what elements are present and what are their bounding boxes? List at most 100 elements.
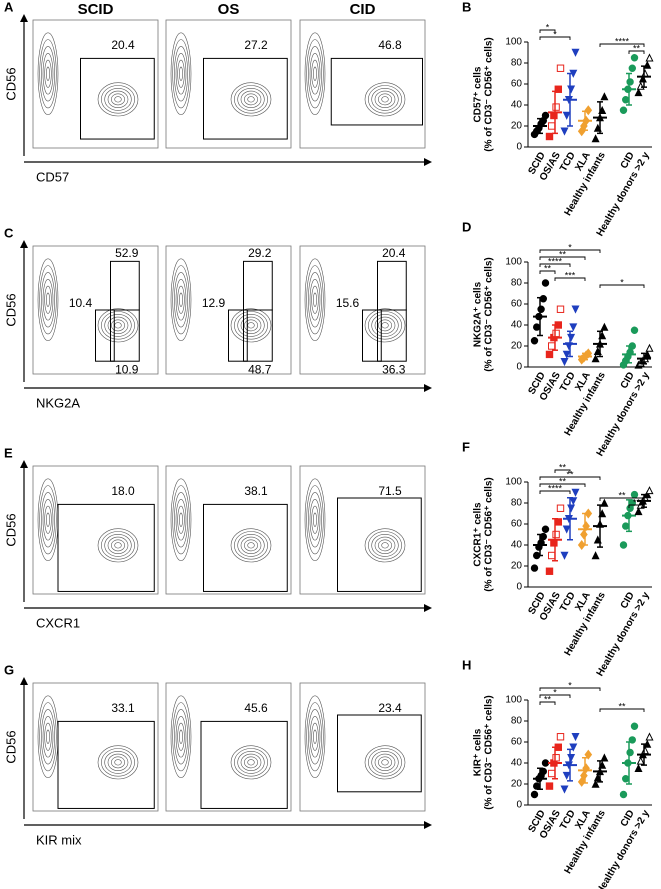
data-point	[634, 88, 643, 97]
data-point	[556, 64, 565, 72]
data-point	[622, 775, 630, 783]
contour	[101, 85, 135, 114]
gate	[330, 57, 423, 126]
contour	[237, 87, 265, 111]
column-header: CID	[350, 1, 376, 18]
panel-letter: E	[4, 445, 13, 460]
contour	[44, 59, 52, 88]
gate	[228, 309, 248, 362]
data-point	[636, 756, 645, 765]
arrow-head	[424, 821, 432, 829]
contour	[306, 702, 324, 772]
arrow-head	[20, 14, 28, 22]
data-point	[591, 134, 600, 143]
data-point	[541, 111, 550, 120]
y-axis-label: (% of CD3⁻ CD56⁺ cells)	[484, 37, 495, 151]
contour	[170, 32, 192, 116]
contour	[107, 753, 129, 771]
contour	[304, 32, 326, 116]
significance-label: **	[633, 497, 641, 507]
gate-percentage: 29.2	[248, 246, 272, 260]
contour	[308, 272, 322, 328]
contour	[174, 272, 188, 328]
significance-label: ****	[548, 483, 563, 493]
y-tick-label: 20	[511, 341, 523, 352]
significance-bracket	[539, 687, 601, 691]
data-point	[548, 122, 556, 130]
significance-bracket	[539, 694, 571, 698]
data-point	[591, 354, 600, 363]
y-axis-label: CD56	[3, 513, 18, 546]
gate-percentage: 10.9	[115, 362, 139, 376]
contour	[104, 87, 132, 111]
contour	[111, 539, 125, 552]
plot-frame	[299, 465, 426, 595]
contour	[234, 748, 268, 777]
contour	[41, 272, 55, 328]
contour	[244, 756, 258, 769]
y-axis-label: CD56	[3, 730, 18, 763]
data-point	[622, 522, 630, 530]
contour	[313, 66, 317, 81]
contour	[37, 695, 59, 779]
contour	[247, 322, 255, 329]
significance-bracket	[599, 708, 645, 712]
data-point	[577, 539, 586, 551]
data-point	[567, 754, 576, 763]
contour	[240, 316, 262, 334]
gate	[362, 309, 382, 362]
x-axis-label: NKG2A	[36, 395, 80, 410]
contour	[364, 528, 406, 563]
data-point	[645, 486, 654, 495]
data-point	[628, 64, 636, 72]
data-point	[600, 753, 609, 762]
significance-bracket	[539, 263, 571, 267]
contour	[381, 96, 389, 103]
significance-bracket	[539, 249, 601, 253]
contour	[97, 82, 139, 117]
contour	[381, 542, 389, 549]
data-point	[552, 103, 560, 111]
contour	[111, 319, 125, 332]
data-point	[567, 504, 576, 513]
significance-label: **	[544, 694, 552, 704]
data-point	[560, 551, 569, 560]
contour	[374, 316, 396, 334]
significance-bracket	[539, 36, 571, 40]
contour	[313, 729, 317, 744]
data-point	[560, 127, 569, 136]
contour	[368, 85, 402, 114]
y-tick-label: 60	[511, 519, 523, 530]
data-point	[548, 551, 556, 560]
contour	[378, 319, 392, 332]
contour	[104, 533, 132, 557]
contour	[174, 46, 188, 102]
contour	[179, 66, 183, 81]
gate-percentage: 18.0	[111, 484, 135, 498]
significance-bracket	[599, 284, 645, 288]
y-axis-label: NKG2A⁺ cells	[473, 281, 484, 347]
data-point	[634, 507, 643, 516]
y-tick-label: 80	[511, 498, 523, 509]
gate	[243, 309, 273, 362]
y-tick-label: 20	[511, 561, 523, 572]
data-point	[545, 350, 554, 359]
gate-percentage: 27.2	[244, 38, 268, 52]
contour	[39, 39, 57, 109]
panel-letter: H	[462, 657, 471, 672]
significance-bracket	[539, 29, 556, 33]
panel-letter: G	[4, 662, 14, 677]
gate-percentage: 20.4	[382, 246, 406, 260]
data-point	[562, 350, 571, 359]
panel-letter: A	[4, 0, 14, 14]
contour	[42, 715, 54, 758]
gate	[80, 57, 155, 140]
contour	[311, 285, 319, 314]
contour	[304, 258, 326, 342]
contour	[306, 265, 324, 335]
data-point	[541, 759, 550, 767]
data-point	[619, 106, 628, 114]
gate	[57, 503, 155, 592]
y-tick-label: 100	[505, 477, 522, 488]
contour	[44, 285, 52, 314]
